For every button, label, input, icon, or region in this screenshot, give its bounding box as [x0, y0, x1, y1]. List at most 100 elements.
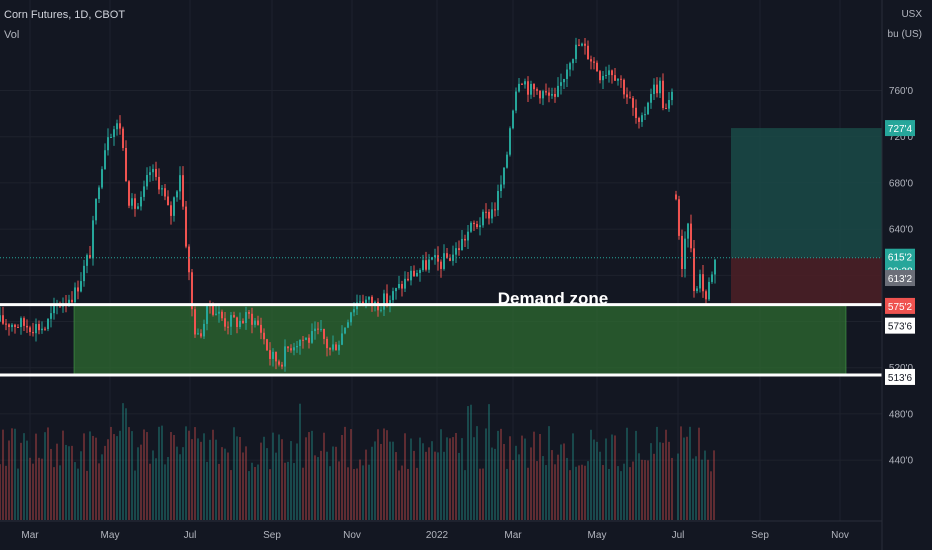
x-tick-label: Mar — [504, 530, 522, 541]
candle-body — [323, 328, 325, 339]
candle-body — [678, 199, 680, 236]
candle-body — [587, 45, 589, 60]
candle-body — [35, 324, 37, 334]
volume-bar — [677, 453, 679, 520]
zone-top-tag: 573'6 — [885, 317, 915, 334]
candle-body — [539, 90, 541, 99]
volume-bar — [473, 437, 475, 520]
candle-body — [383, 293, 385, 310]
volume-bar — [581, 464, 583, 520]
volume-bar — [701, 459, 703, 520]
candle-body — [455, 248, 457, 255]
candle-body — [131, 198, 133, 206]
volume-bar — [698, 427, 700, 520]
candle-body — [500, 184, 502, 192]
volume-bar — [320, 450, 322, 520]
volume-bar — [134, 470, 136, 520]
candle-body — [638, 117, 640, 122]
volume-bar — [602, 465, 604, 520]
candle-body — [602, 75, 604, 81]
volume-bar — [353, 469, 355, 520]
volume-bar — [164, 464, 166, 520]
volume-bar — [11, 428, 13, 520]
volume-bar — [155, 458, 157, 520]
volume-bar — [467, 406, 469, 520]
candle-body — [569, 63, 571, 70]
volume-bar — [32, 463, 34, 520]
candle-body — [176, 191, 178, 198]
volume-bar — [704, 450, 706, 520]
candle-body — [404, 278, 406, 289]
volume-bar — [5, 465, 7, 520]
candle-body — [233, 315, 235, 318]
candle-body — [29, 327, 31, 333]
candle-body — [311, 331, 313, 343]
candle-body — [560, 82, 562, 86]
volume-bar — [221, 447, 223, 520]
volume-bar — [215, 439, 217, 520]
volume-bar — [371, 446, 373, 520]
volume-bar — [347, 467, 349, 520]
candle-body — [392, 291, 394, 301]
volume-bar — [545, 465, 547, 520]
y-tick-label: 680'0 — [889, 178, 914, 189]
candle-body — [494, 209, 496, 211]
candle-body — [506, 154, 508, 168]
candle-body — [557, 85, 559, 97]
candle-body — [47, 318, 49, 330]
volume-bar — [116, 436, 118, 520]
volume-bar — [446, 437, 448, 520]
volume-bar — [482, 468, 484, 520]
x-tick-label: May — [101, 530, 120, 541]
volume-bar — [158, 426, 160, 520]
x-tick-label: Jul — [184, 530, 197, 541]
volume-bar — [413, 450, 415, 520]
volume-bar — [710, 471, 712, 520]
volume-bar — [182, 447, 184, 520]
volume-bar — [263, 436, 265, 520]
volume-bar — [521, 435, 523, 520]
x-tick-label: 2022 — [426, 530, 449, 541]
candle-body — [326, 338, 328, 349]
volume-bar — [614, 435, 616, 520]
volume-bar — [512, 460, 514, 520]
volume-bar — [71, 445, 73, 520]
candle-body — [524, 81, 526, 85]
candle-body — [419, 270, 421, 273]
volume-bar — [593, 439, 595, 520]
volume-bar — [623, 463, 625, 520]
volume-bar — [560, 444, 562, 520]
y-tick-label: 520'0 — [889, 363, 914, 374]
candle-body — [632, 98, 634, 108]
volume-bar — [647, 460, 649, 520]
volume-legend: Vol — [4, 29, 20, 41]
candle-body — [515, 91, 517, 111]
volume-bar — [275, 452, 277, 520]
candle-body — [416, 272, 418, 277]
candle-body — [281, 364, 283, 367]
volume-bar — [245, 446, 247, 520]
currency-label: USX — [901, 9, 922, 20]
x-tick-label: May — [588, 530, 607, 541]
volume-bar — [314, 455, 316, 520]
candle-body — [446, 253, 448, 259]
candle-body — [257, 320, 259, 325]
volume-bar — [377, 429, 379, 520]
volume-bar — [527, 467, 529, 520]
volume-bar — [206, 461, 208, 520]
candle-body — [641, 115, 643, 122]
candle-body — [101, 169, 103, 188]
volume-bar — [266, 448, 268, 520]
candle-body — [518, 83, 520, 92]
volume-bar — [197, 438, 199, 520]
volume-bar — [605, 438, 607, 520]
candle-body — [461, 238, 463, 251]
candle-body — [545, 91, 547, 93]
candle-body — [407, 278, 409, 281]
candle-body — [266, 339, 268, 351]
candle-body — [293, 347, 295, 351]
candle-body — [563, 78, 565, 83]
candle-body — [335, 344, 337, 351]
candle-body — [290, 348, 292, 351]
